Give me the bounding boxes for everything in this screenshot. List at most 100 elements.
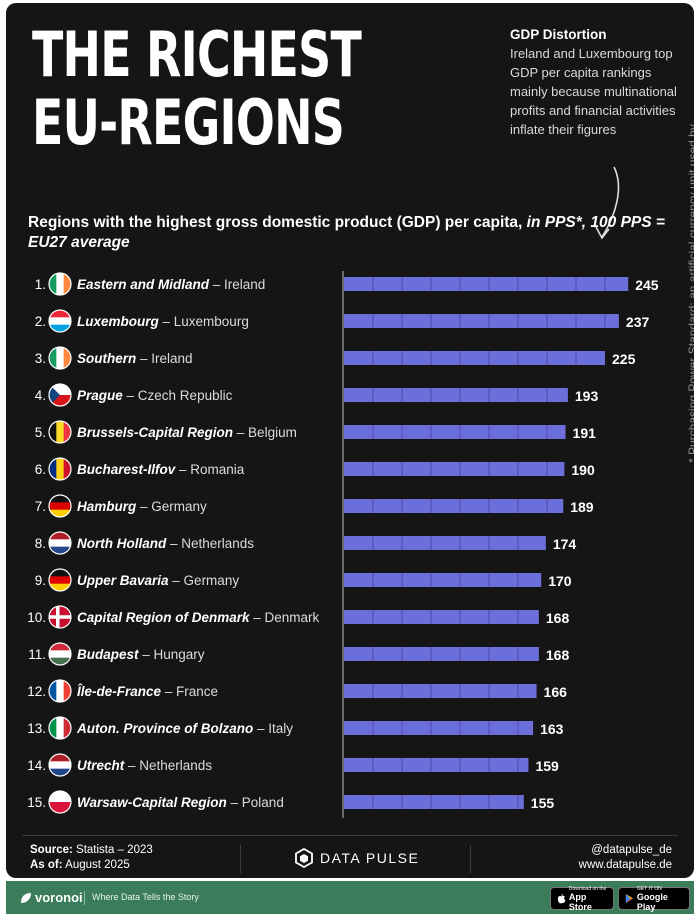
flag-stripe [63,273,71,295]
bar [344,573,542,587]
flag-ring [48,531,72,555]
flag-ring [48,716,72,740]
voronoi-logo[interactable]: voronoi [20,890,83,905]
region-label: Brussels-Capital Region – Belgium [77,425,297,440]
value-label: 190 [571,462,595,478]
voronoi-bar: voronoi Where Data Tells the Story Downl… [6,881,694,914]
luxembourg-flag-icon [49,310,71,332]
asof-value: August 2025 [65,859,130,871]
bar [344,721,534,735]
region-name: North Holland [77,536,167,551]
flag-cross [49,615,71,619]
social-handle[interactable]: @datapulse_de [591,844,672,856]
rank-number: 14. [27,758,46,773]
country-name: – Italy [253,721,293,736]
flag-stripe [56,680,65,702]
hungary-flag-icon [49,643,71,665]
flag-stripe [63,717,71,739]
flag-ring [48,568,72,592]
bar [344,277,629,291]
footer-contact: @datapulse_de www.datapulse.de [579,843,672,873]
flag-stripe [56,458,65,480]
flag-ring [48,679,72,703]
bar [344,795,524,809]
flag-stripe [49,317,71,326]
bar [344,758,529,772]
infographic-card: THE RICHEST EU-REGIONS GDP Distortion Ir… [6,3,694,878]
flag-stripe [49,583,71,591]
flag-stripe [49,768,71,776]
title-line-1: THE RICHEST [32,18,362,91]
website-link[interactable]: www.datapulse.de [578,859,672,871]
bar [344,351,605,365]
region-label: Eastern and Midland – Ireland [77,277,265,292]
rank-number: 8. [35,536,46,551]
rank-number: 11. [28,647,46,662]
region-name: Brussels-Capital Region [77,425,233,440]
region-label: Budapest – Hungary [77,647,205,662]
footer-separator [470,845,471,873]
flag-ring [48,494,72,518]
flag-ring [48,346,72,370]
app-store-label: App Store [568,891,592,912]
app-store-button[interactable]: Download on the App Store [550,886,614,912]
flag-stripe [49,657,71,665]
rank-number: 2. [35,314,46,329]
country-name: – Germany [169,573,240,588]
region-label: Auton. Province of Bolzano – Italy [76,721,293,736]
value-label: 191 [573,425,597,441]
ireland-flag-icon [49,347,71,369]
rank-number: 4. [35,388,46,403]
france-flag-icon [49,680,71,702]
poland-flag-icon [49,791,71,813]
country-name: – Germany [136,499,207,514]
region-name: Eastern and Midland [77,277,210,292]
flag-ring [48,420,72,444]
region-name: Luxembourg [77,314,160,329]
flag-stripe [49,761,71,770]
flag-triangle [49,384,60,406]
italy-flag-icon [49,717,71,739]
bar [344,425,566,439]
flag-stripe [49,650,71,659]
apple-icon [557,893,566,903]
source-label: Source: [30,844,73,856]
region-name: Auton. Province of Bolzano [76,721,253,736]
bar [344,462,565,476]
google-play-label: Google Play [636,891,668,912]
flag-ring [48,309,72,333]
flag-stripe [49,495,71,503]
flag-ring [48,457,72,481]
value-label: 170 [548,573,572,589]
google-play-button[interactable]: GET IT ON Google Play [618,886,690,912]
denmark-flag-icon [49,606,71,628]
rank-number: 10. [27,610,46,625]
region-label: Warsaw-Capital Region – Poland [77,795,284,810]
flag-stripe [49,546,71,554]
chart-title: Regions with the highest gross domestic … [28,214,523,231]
bar [344,610,539,624]
rank-number: 3. [35,351,46,366]
flag-stripe [49,347,57,369]
flag-stripe [56,717,65,739]
region-label: Bucharest-Ilfov – Romania [77,462,245,477]
rank-number: 6. [35,462,46,477]
region-label: North Holland – Netherlands [77,536,254,551]
source-value: Statista – 2023 [76,844,153,856]
country-name: – Hungary [139,647,205,662]
flag-stripe [49,680,57,702]
flag-stripe [49,421,57,443]
rank-number: 7. [35,499,46,514]
netherlands-flag-icon [49,532,71,554]
value-label: 168 [546,647,570,663]
region-name: Prague [77,388,123,403]
region-name: Capital Region of Denmark [77,610,251,625]
flag-stripe [49,502,71,511]
asof-label: As of: [30,859,63,871]
belgium-flag-icon [49,421,71,443]
flag-stripe [49,458,57,480]
value-label: 237 [626,314,650,330]
flag-stripe [56,273,65,295]
region-label: Utrecht – Netherlands [77,758,212,773]
region-name: Bucharest-Ilfov [77,462,177,477]
